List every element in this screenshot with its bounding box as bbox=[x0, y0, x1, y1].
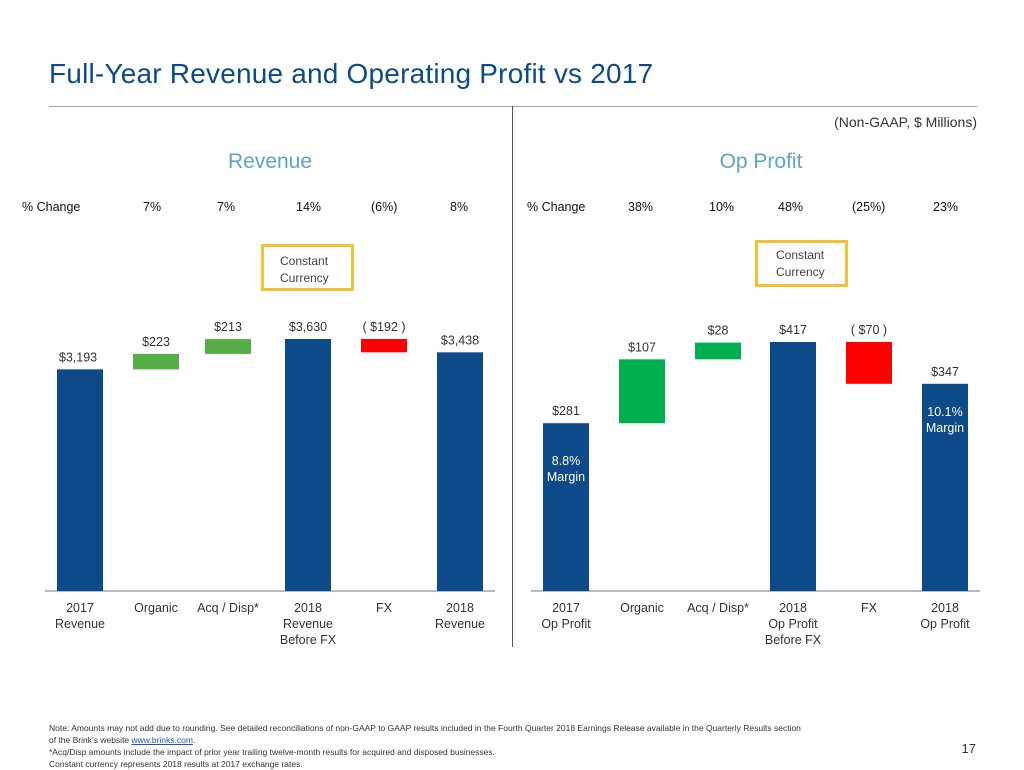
profit-pct-2018: 23% bbox=[933, 200, 959, 214]
revenue-category-1-line-0: Organic bbox=[134, 601, 178, 615]
revenue-category-5-line-0: 2018 bbox=[446, 601, 474, 615]
revenue-bar-5 bbox=[437, 352, 483, 591]
revenue-bar-1 bbox=[133, 353, 179, 370]
footnote-note-2: of the Brink’s website www.brinks.com. bbox=[49, 734, 949, 746]
footnote-note-2-suffix: . bbox=[192, 735, 196, 745]
revenue-pct-acq: 7% bbox=[217, 200, 236, 214]
profit-category-0-line-0: 2017 bbox=[552, 601, 580, 615]
profit-bar-3 bbox=[770, 342, 816, 591]
profit-bar-2 bbox=[695, 342, 741, 360]
revenue-value-label-2: $213 bbox=[214, 320, 242, 334]
revenue-category-0-line-0: 2017 bbox=[66, 601, 94, 615]
revenue-value-label-3: $3,630 bbox=[289, 320, 327, 334]
profit-pct-acq: 10% bbox=[709, 200, 735, 214]
revenue-bar-3 bbox=[285, 339, 331, 591]
profit-margin-pct-5: 10.1% bbox=[927, 405, 962, 419]
title-rule bbox=[49, 106, 977, 107]
op-profit-title: Op Profit bbox=[719, 150, 803, 173]
profit-category-1-line-0: Organic bbox=[620, 601, 664, 615]
profit-pct-organic: 38% bbox=[628, 200, 654, 214]
revenue-category-0-line-1: Revenue bbox=[55, 617, 105, 631]
revenue-value-label-1: $223 bbox=[142, 335, 170, 349]
profit-value-label-5: $347 bbox=[931, 365, 959, 379]
revenue-pct-before-fx: 14% bbox=[296, 200, 322, 214]
profit-category-2-line-0: Acq / Disp* bbox=[687, 601, 749, 615]
units-note: (Non-GAAP, $ Millions) bbox=[834, 114, 977, 130]
revenue-category-4-line-0: FX bbox=[376, 601, 393, 615]
brinks-website-link[interactable]: www.brinks.com bbox=[131, 735, 193, 745]
profit-value-label-3: $417 bbox=[779, 323, 807, 337]
profit-constant-currency-box: Constant Currency bbox=[755, 240, 848, 287]
revenue-pct-2018: 8% bbox=[450, 200, 469, 214]
profit-margin-word-5: Margin bbox=[926, 421, 964, 435]
footnotes: Note: Amounts may not add due to roundin… bbox=[49, 722, 949, 770]
revenue-pct-organic: 7% bbox=[143, 200, 162, 214]
revenue-category-3-line-0: 2018 bbox=[294, 601, 322, 615]
profit-value-label-2: $28 bbox=[708, 324, 729, 338]
revenue-category-3-line-1: Revenue bbox=[283, 617, 333, 631]
slide-title: Full-Year Revenue and Operating Profit v… bbox=[49, 58, 654, 89]
revenue-pct-fx: (6%) bbox=[371, 200, 398, 214]
profit-cc-line2: Currency bbox=[776, 265, 825, 279]
profit-margin-word-0: Margin bbox=[547, 470, 585, 484]
revenue-value-label-0: $3,193 bbox=[59, 350, 97, 364]
footnote-note-2-prefix: of the Brink’s website bbox=[49, 735, 132, 745]
profit-value-label-4: ( $70 ) bbox=[851, 323, 887, 337]
revenue-category-5-line-1: Revenue bbox=[435, 617, 485, 631]
revenue-pct-change-label: % Change bbox=[22, 200, 81, 214]
revenue-category-3-line-2: Before FX bbox=[280, 633, 337, 647]
profit-category-4-line-0: FX bbox=[861, 601, 878, 615]
revenue-constant-currency-box: Constant Currency bbox=[261, 244, 354, 291]
profit-value-label-1: $107 bbox=[628, 340, 656, 354]
profit-pct-change-label: % Change bbox=[527, 200, 586, 214]
panel-divider bbox=[512, 106, 513, 647]
revenue-cc-line1: Constant bbox=[280, 254, 329, 268]
profit-bar-4 bbox=[846, 342, 892, 384]
profit-pct-before-fx: 48% bbox=[778, 200, 804, 214]
page-number: 17 bbox=[961, 741, 976, 756]
profit-category-5-line-0: 2018 bbox=[931, 601, 959, 615]
footnote-note-4: Constant currency represents 2018 result… bbox=[49, 759, 303, 769]
revenue-value-label-5: $3,438 bbox=[441, 333, 479, 347]
revenue-title: Revenue bbox=[227, 150, 313, 173]
revenue-bar-0 bbox=[57, 369, 103, 591]
profit-value-label-0: $281 bbox=[552, 404, 580, 418]
profit-category-5-line-1: Op Profit bbox=[920, 617, 970, 631]
footnote-note-1: Note: Amounts may not add due to roundin… bbox=[49, 723, 801, 733]
profit-category-0-line-1: Op Profit bbox=[541, 617, 591, 631]
revenue-cc-line2: Currency bbox=[280, 271, 329, 285]
profit-margin-pct-0: 8.8% bbox=[552, 454, 581, 468]
revenue-bar-2 bbox=[205, 339, 251, 354]
profit-category-3-line-2: Before FX bbox=[765, 633, 822, 647]
profit-bar-0 bbox=[543, 423, 589, 591]
profit-pct-fx: (25%) bbox=[852, 200, 886, 214]
profit-bar-5 bbox=[922, 383, 968, 591]
profit-cc-line1: Constant bbox=[776, 248, 825, 262]
profit-category-3-line-1: Op Profit bbox=[768, 617, 818, 631]
footnote-note-3: *Acq/Disp amounts include the impact of … bbox=[49, 747, 496, 757]
revenue-bar-4 bbox=[361, 339, 407, 353]
profit-bar-1 bbox=[619, 359, 665, 424]
revenue-category-2-line-0: Acq / Disp* bbox=[197, 601, 259, 615]
revenue-value-label-4: ( $192 ) bbox=[362, 320, 405, 334]
profit-category-3-line-0: 2018 bbox=[779, 601, 807, 615]
